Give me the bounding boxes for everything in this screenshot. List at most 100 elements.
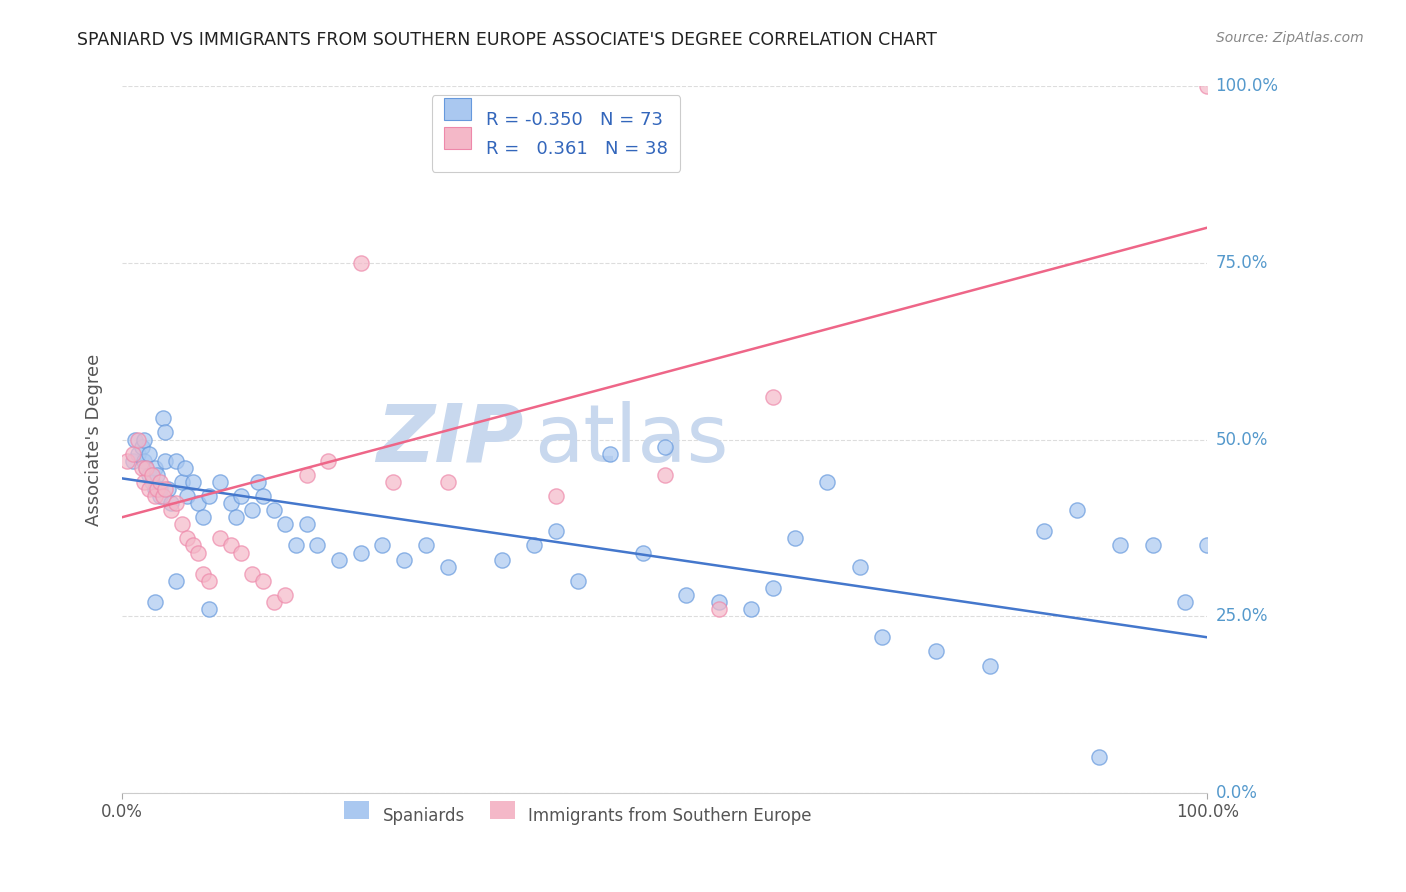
Text: atlas: atlas [534,401,728,478]
Point [546,524,568,539]
Point [198,489,221,503]
Point [295,467,318,482]
Point [436,475,458,489]
Point [146,467,169,482]
Point [124,433,146,447]
Point [231,545,253,559]
Point [1197,539,1219,553]
Point [208,532,231,546]
Point [762,390,785,404]
Point [170,475,193,489]
Point [382,475,405,489]
Point [925,644,948,658]
Point [415,539,437,553]
Point [208,475,231,489]
Point [146,482,169,496]
Point [132,475,155,489]
Point [815,475,838,489]
Text: 100.0%: 100.0% [1216,78,1278,95]
Point [152,489,174,503]
Point [849,559,872,574]
Point [231,489,253,503]
Point [1109,539,1132,553]
Point [350,545,373,559]
Point [295,517,318,532]
Point [193,566,215,581]
Point [143,489,166,503]
Point [1142,539,1164,553]
Point [176,489,198,503]
Point [135,460,157,475]
Point [1087,750,1109,764]
Point [152,411,174,425]
Point [132,454,155,468]
Point [252,489,274,503]
Point [240,503,263,517]
Point [252,574,274,588]
Point [274,588,297,602]
Point [225,510,247,524]
Point [138,467,160,482]
Point [149,475,172,489]
Point [246,475,269,489]
Point [138,482,160,496]
Point [141,475,163,489]
Text: 25.0%: 25.0% [1216,607,1268,625]
Point [181,475,204,489]
Point [219,496,242,510]
Point [1033,524,1056,539]
Point [122,454,145,468]
Point [546,489,568,503]
Point [187,545,209,559]
Point [131,460,153,475]
Point [675,588,697,602]
Point [143,482,166,496]
Point [187,496,209,510]
Point [127,447,149,461]
Point [740,602,762,616]
Point [176,532,198,546]
Point [155,454,177,468]
Point [198,574,221,588]
Point [436,559,458,574]
Point [155,425,177,440]
Point [127,433,149,447]
Point [567,574,589,588]
Point [707,602,730,616]
Point [654,467,676,482]
Point [165,454,187,468]
Point [138,447,160,461]
Point [328,552,350,566]
Point [316,454,339,468]
Point [219,539,242,553]
Text: 75.0%: 75.0% [1216,254,1268,272]
Text: 50.0%: 50.0% [1216,431,1268,449]
Point [131,440,153,454]
Point [160,496,183,510]
Point [307,539,329,553]
Point [165,574,187,588]
Point [156,482,179,496]
Point [143,595,166,609]
Point [263,503,285,517]
Point [165,496,187,510]
Point [170,517,193,532]
Point [979,658,1001,673]
Point [193,510,215,524]
Point [870,630,893,644]
Point [762,581,785,595]
Point [141,467,163,482]
Text: SPANIARD VS IMMIGRANTS FROM SOUTHERN EUROPE ASSOCIATE'S DEGREE CORRELATION CHART: SPANIARD VS IMMIGRANTS FROM SOUTHERN EUR… [77,31,938,49]
Point [631,545,654,559]
Point [143,460,166,475]
Point [155,482,177,496]
Point [1174,595,1197,609]
Point [135,460,157,475]
Point [1066,503,1088,517]
Point [198,602,221,616]
Point [599,447,621,461]
Point [132,433,155,447]
Point [122,447,145,461]
Point [523,539,546,553]
Point [149,482,172,496]
